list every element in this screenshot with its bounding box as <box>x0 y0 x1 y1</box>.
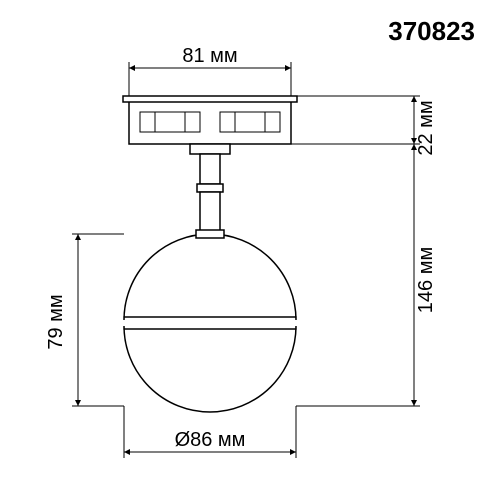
dim-height-adapter: 22 мм <box>291 96 437 156</box>
stem <box>197 154 223 236</box>
track-adapter <box>123 96 297 154</box>
part-number: 370823 <box>388 16 475 46</box>
dim-width-top-label: 81 мм <box>182 45 237 67</box>
dim-height-sphere-label: 79 мм <box>45 294 67 349</box>
dim-height-total: 146 мм <box>296 144 437 406</box>
dim-width-top: 81 мм <box>129 45 291 96</box>
dim-diameter: Ø86 мм <box>124 406 296 458</box>
dim-diameter-label: Ø86 мм <box>175 429 246 451</box>
dim-height-sphere: 79 мм <box>45 234 124 406</box>
sphere-body <box>124 230 296 412</box>
dim-height-total-label: 146 мм <box>415 247 437 313</box>
dim-height-adapter-label: 22 мм <box>415 100 437 155</box>
